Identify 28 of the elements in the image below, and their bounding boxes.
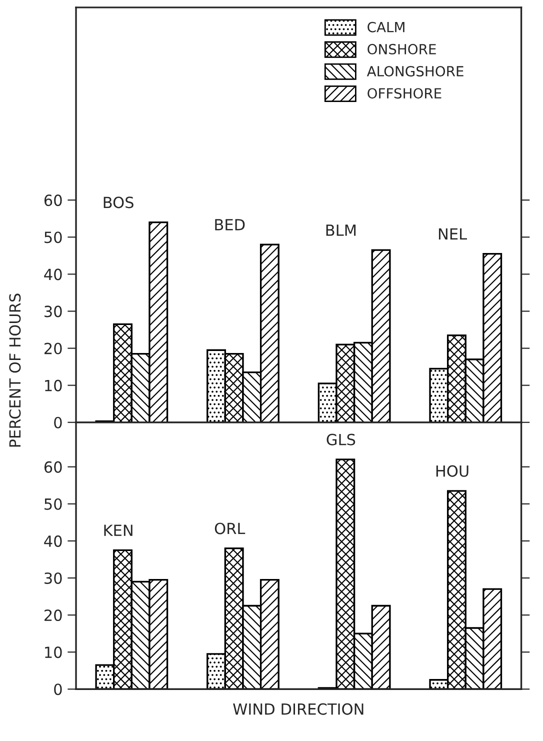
legend-label: CALM	[368, 22, 404, 32]
y-tick-label: 60	[44, 194, 62, 206]
y-tick-label: 50	[44, 498, 62, 510]
y-tick-label: 40	[44, 535, 62, 547]
category-label: BED	[215, 219, 245, 230]
y-tick-label: 20	[44, 342, 62, 354]
y-axis-title: PERCENT OF HOURS	[9, 294, 21, 447]
y-tick-label: 10	[45, 380, 62, 392]
legend-label: OFFSHORE	[368, 88, 442, 99]
category-label: HOU	[436, 465, 468, 477]
category-label: ORL	[214, 522, 246, 534]
y-tick-label: 40	[44, 268, 62, 280]
category-label: BLM	[326, 224, 356, 236]
y-tick-label: 50	[44, 232, 62, 244]
category-label: KEN	[104, 524, 132, 536]
y-tick-label: 60	[44, 461, 62, 473]
legend-label: ONSHORE	[368, 44, 436, 54]
y-tick-label: 0	[54, 416, 62, 428]
y-tick-label: 30	[44, 572, 62, 584]
y-tick-label: 20	[44, 609, 62, 622]
x-axis-title: WIND DIRECTION	[233, 703, 364, 715]
legend-label: ALONGSHORE	[366, 66, 464, 76]
y-tick-label: 10	[45, 646, 62, 658]
category-label: NEL	[438, 228, 467, 240]
y-tick-label: 30	[44, 306, 62, 318]
category-label: BOS	[104, 196, 134, 208]
y-tick-label: 0	[54, 684, 62, 696]
category-label: GLS	[326, 434, 356, 446]
